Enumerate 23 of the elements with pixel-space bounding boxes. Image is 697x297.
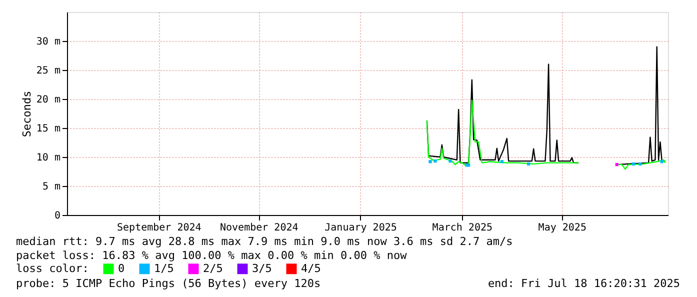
- y-tick-label: 15 m: [36, 124, 60, 134]
- x-tick-label: January 2025: [324, 222, 397, 234]
- legend-label: 4/5: [301, 262, 321, 275]
- legend-label: 2/5: [203, 262, 223, 275]
- y-tick-label: 5 m: [42, 182, 60, 192]
- x-tick-label: September 2024: [117, 222, 202, 234]
- text: probe: 5 ICMP Echo Pings (56 Bytes) every 120s: [16, 277, 321, 290]
- x-tick-label: May 2025: [538, 222, 586, 234]
- y-tick-label: 30 m: [36, 36, 60, 48]
- y-axis-title: Seconds: [20, 90, 34, 138]
- y-tick-label: 25 m: [36, 66, 60, 76]
- legend-label: 1/5: [154, 262, 174, 275]
- legend-label: 0: [118, 262, 125, 275]
- y-tick-label: 10 m: [36, 152, 60, 164]
- legend-label: 3/5: [252, 262, 272, 275]
- x-tick-label: November 2024: [220, 222, 298, 234]
- legend-title: loss color:: [16, 262, 89, 275]
- y-tick-label: 0: [54, 210, 60, 222]
- text: packet loss: 16.83 % avg 100.00 % max 0.00 % min 0.00 % now: [16, 249, 408, 262]
- text: median rtt: 9.7 ms avg 28.8 ms max 7.9 ms min 9.0 ms now 3.6 ms sd 2.7 am/s: [16, 235, 513, 248]
- y-tick-label: 20 m: [36, 94, 60, 106]
- text: end: Fri Jul 18 16:20:31 2025: [488, 277, 680, 290]
- x-tick-label: March 2025: [432, 222, 493, 234]
